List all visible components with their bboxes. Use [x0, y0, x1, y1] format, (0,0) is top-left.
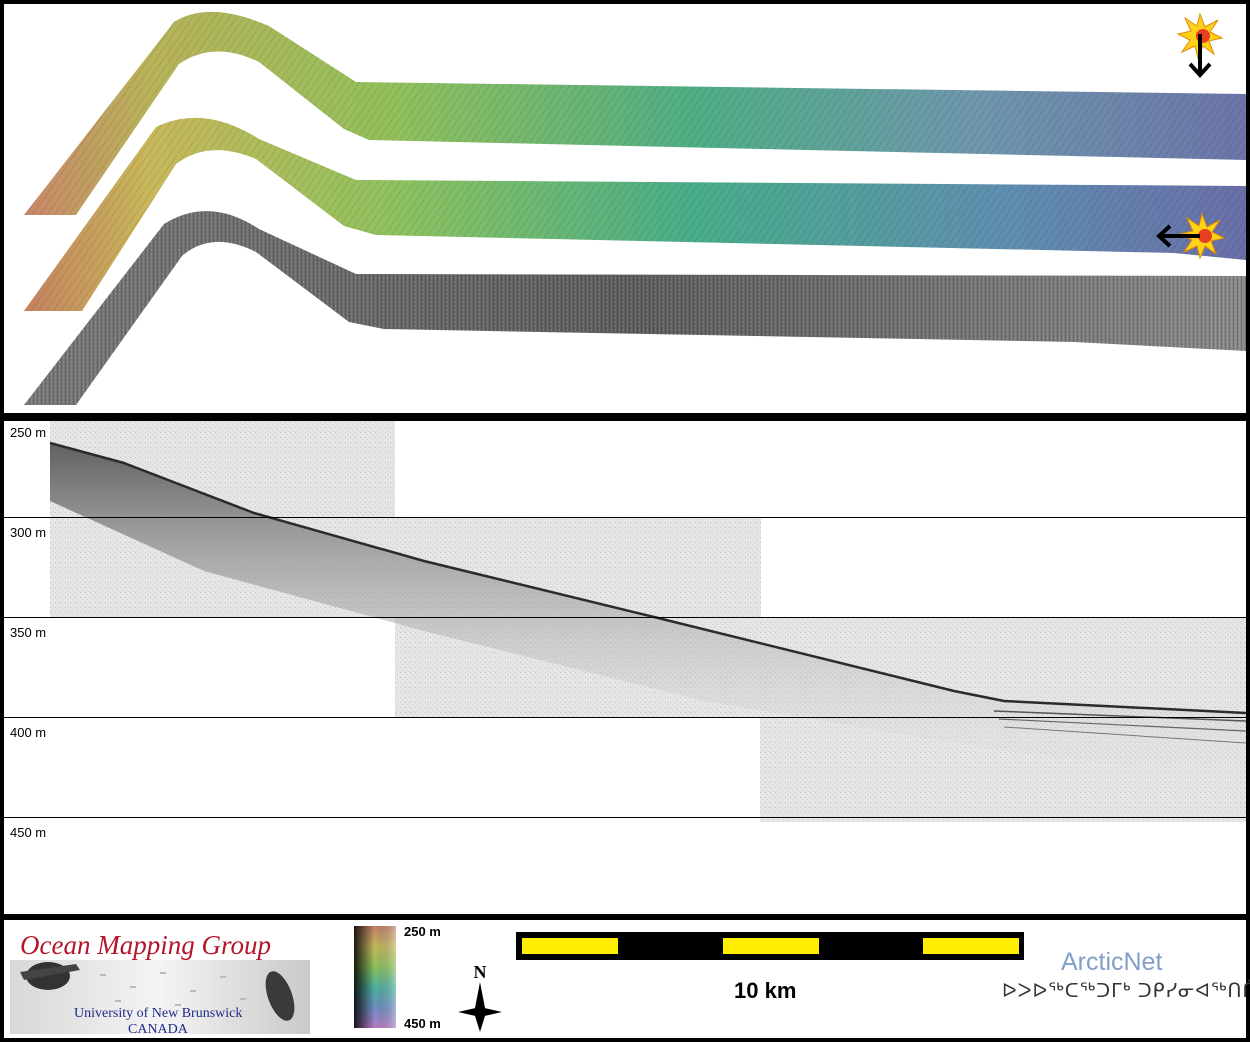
- depth-label-400: 400 m: [10, 725, 47, 740]
- north-label: N: [474, 962, 487, 982]
- footer-panel: Ocean Mapping Group University of New Br…: [4, 920, 1250, 1038]
- colorbar-top-label: 250 m: [404, 924, 441, 939]
- arrow-down-icon: [1188, 34, 1212, 78]
- north-arrow-icon: N: [458, 962, 502, 1032]
- ocean-mapping-group-logo: Ocean Mapping Group University of New Br…: [10, 924, 310, 1037]
- swath-panel: [4, 4, 1246, 413]
- scale-bar: [516, 932, 1024, 960]
- profile-panel: 250 m 300 m 350 m 400 m 450 m: [4, 421, 1246, 914]
- depth-label-350: 350 m: [10, 625, 47, 640]
- arcticnet-syllabics: ᐅᐳᐅᖅᑕᖅᑐᒥᒃ ᑐᑭᓯᓂᐊᖅᑎᒌᑦ: [1002, 981, 1250, 1002]
- swath-map: [24, 11, 1246, 405]
- logo-university: University of New Brunswick: [74, 1006, 243, 1021]
- depth-label-450: 450 m: [10, 825, 47, 840]
- scale-label: 10 km: [734, 978, 797, 1003]
- logo-country: CANADA: [128, 1022, 188, 1037]
- depth-colorbar: [354, 926, 396, 1028]
- depth-label-300: 300 m: [10, 525, 47, 540]
- depth-label-250: 250 m: [10, 425, 47, 440]
- sun-illumination-icon: [1178, 212, 1226, 260]
- colorbar-bottom-label: 450 m: [404, 1016, 441, 1031]
- seismic-profile: [4, 421, 1246, 822]
- arcticnet-logo: ArcticNet: [1061, 948, 1163, 976]
- arrow-left-icon: [1156, 224, 1200, 248]
- logo-title: Ocean Mapping Group: [20, 930, 271, 960]
